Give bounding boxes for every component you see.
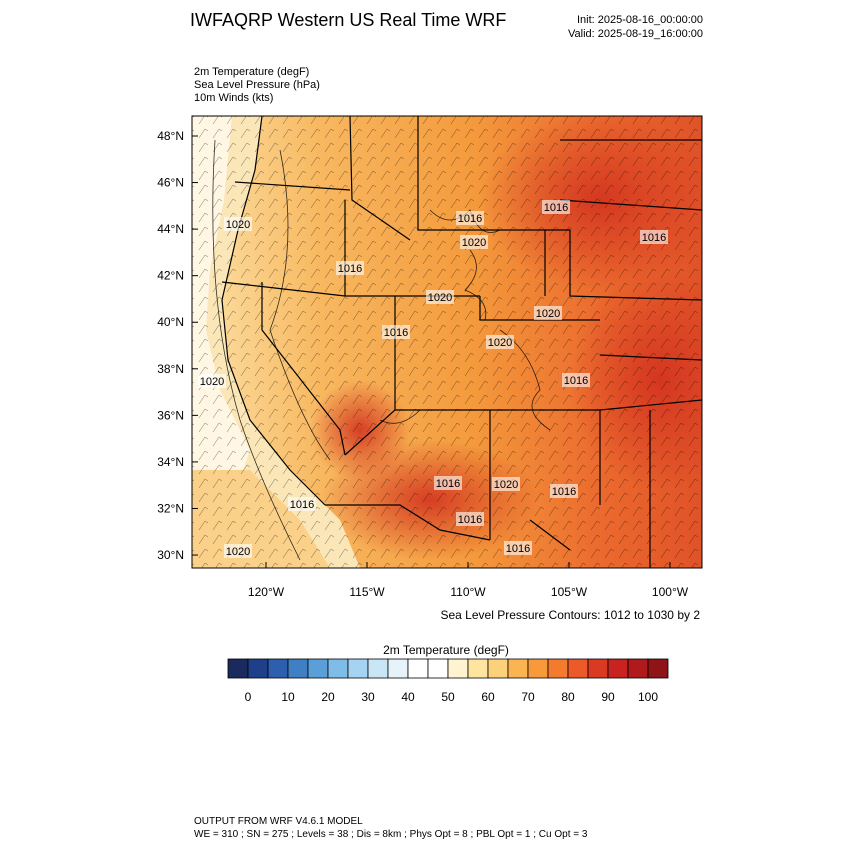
contour-label-box xyxy=(288,497,316,511)
colorbar-box xyxy=(507,658,529,679)
lat-tick-label: 44°N xyxy=(157,222,184,236)
colorbar-tick-label: 90 xyxy=(601,690,615,704)
lon-tick-label: 105°W xyxy=(551,585,588,599)
contour-label-box xyxy=(456,211,484,225)
contour-label-box xyxy=(198,374,226,388)
contour-label-box xyxy=(550,484,578,498)
contour-label-box xyxy=(504,541,532,555)
colorbar-box xyxy=(627,658,649,679)
contour-label-box xyxy=(640,230,668,244)
valid-time: Valid: 2025-08-19_16:00:00 xyxy=(568,28,703,40)
lat-tick-label: 36°N xyxy=(157,408,184,422)
contour-label: 1016 xyxy=(290,499,314,511)
lat-tick-label: 34°N xyxy=(157,455,184,469)
colorbar-tick-label: 20 xyxy=(321,690,335,704)
colorbar-box xyxy=(427,658,449,679)
colorbar-box xyxy=(527,658,549,679)
colorbar-title: 2m Temperature (degF) xyxy=(383,643,509,657)
contour-label: 1016 xyxy=(436,478,460,490)
contour-label-box xyxy=(456,512,484,526)
contour-label: 1016 xyxy=(564,375,588,387)
colorbar-box xyxy=(387,658,409,679)
lat-tick-label: 32°N xyxy=(157,501,184,515)
colorbar-box xyxy=(367,658,389,679)
contour-label-box xyxy=(562,373,590,387)
colorbar-tick-label: 0 xyxy=(245,690,252,704)
lat-tick-label: 46°N xyxy=(157,176,184,190)
map-frame xyxy=(191,115,703,569)
colorbar-box xyxy=(487,658,509,679)
title: IWFAQRP Western US Real Time WRF xyxy=(190,10,506,30)
colorbar-tick-label: 50 xyxy=(441,690,455,704)
colorbar-box xyxy=(227,658,249,679)
lon-tick-label: 100°W xyxy=(652,585,689,599)
contour-label-box xyxy=(542,200,570,214)
colorbar-box xyxy=(407,658,429,679)
colorbar-box xyxy=(327,658,349,679)
contour-label: 1016 xyxy=(544,202,568,214)
contour-label: 1020 xyxy=(488,337,512,349)
lat-tick-label: 30°N xyxy=(157,548,184,562)
footer-line: WE = 310 ; SN = 275 ; Levels = 38 ; Dis … xyxy=(194,829,588,840)
contour-label-box xyxy=(336,261,364,275)
contour-label-box xyxy=(492,477,520,491)
lat-tick-label: 40°N xyxy=(157,315,184,329)
contour-label-box xyxy=(534,306,562,320)
contour-label: 1020 xyxy=(226,219,250,231)
contour-label: 1016 xyxy=(642,232,666,244)
colorbar-tick-label: 10 xyxy=(281,690,295,704)
colorbar-box xyxy=(447,658,469,679)
colorbar-box xyxy=(467,658,489,679)
lat-tick-label: 48°N xyxy=(157,129,184,143)
lon-tick-label: 115°W xyxy=(349,585,385,599)
colorbar-box xyxy=(647,658,669,679)
lon-tick-label: 110°W xyxy=(450,585,486,599)
contour-label-box xyxy=(224,544,252,558)
colorbar-box xyxy=(567,658,589,679)
contour-label: 1016 xyxy=(552,486,576,498)
contour-label: 1020 xyxy=(226,546,250,558)
colorbar-box xyxy=(307,658,329,679)
colorbar-box xyxy=(607,658,629,679)
colorbar-box xyxy=(247,658,269,679)
contour-label: 1020 xyxy=(494,479,518,491)
colorbar-box xyxy=(547,658,569,679)
contour-label-box xyxy=(426,290,454,304)
colorbar-tick-label: 40 xyxy=(401,690,415,704)
contour-label-box xyxy=(382,325,410,339)
contour-label-box xyxy=(434,476,462,490)
contour-label: 1020 xyxy=(462,237,486,249)
contour-label-box xyxy=(224,217,252,231)
colorbar-box xyxy=(347,658,369,679)
colorbar-box xyxy=(267,658,289,679)
field-label: 10m Winds (kts) xyxy=(194,92,273,104)
contour-label: 1016 xyxy=(458,514,482,526)
contour-label-box xyxy=(460,235,488,249)
map xyxy=(192,116,702,568)
colorbar-box xyxy=(287,658,309,679)
lat-tick-label: 42°N xyxy=(157,269,184,283)
colorbar-box xyxy=(587,658,609,679)
contour-label: 1016 xyxy=(338,263,362,275)
colorbar-tick-label: 80 xyxy=(561,690,575,704)
contour-label: 1020 xyxy=(536,308,560,320)
contour-label: 1020 xyxy=(428,292,452,304)
colorbar-tick-label: 30 xyxy=(361,690,375,704)
contour-label-box xyxy=(486,335,514,349)
field-label: Sea Level Pressure (hPa) xyxy=(194,79,320,91)
contour-label: 1016 xyxy=(458,213,482,225)
field-label: 2m Temperature (degF) xyxy=(194,66,309,78)
footer-line: OUTPUT FROM WRF V4.6.1 MODEL xyxy=(194,816,363,827)
lon-tick-label: 120°W xyxy=(248,585,285,599)
colorbar-tick-label: 100 xyxy=(638,690,658,704)
lat-tick-label: 38°N xyxy=(157,362,184,376)
contour-label: 1016 xyxy=(506,543,530,555)
colorbar-tick-label: 70 xyxy=(521,690,535,704)
colorbar-tick-label: 60 xyxy=(481,690,495,704)
contour-note: Sea Level Pressure Contours: 1012 to 103… xyxy=(441,608,701,622)
contour-label: 1020 xyxy=(200,376,224,388)
init-time: Init: 2025-08-16_00:00:00 xyxy=(577,14,703,26)
contour-label: 1016 xyxy=(384,327,408,339)
